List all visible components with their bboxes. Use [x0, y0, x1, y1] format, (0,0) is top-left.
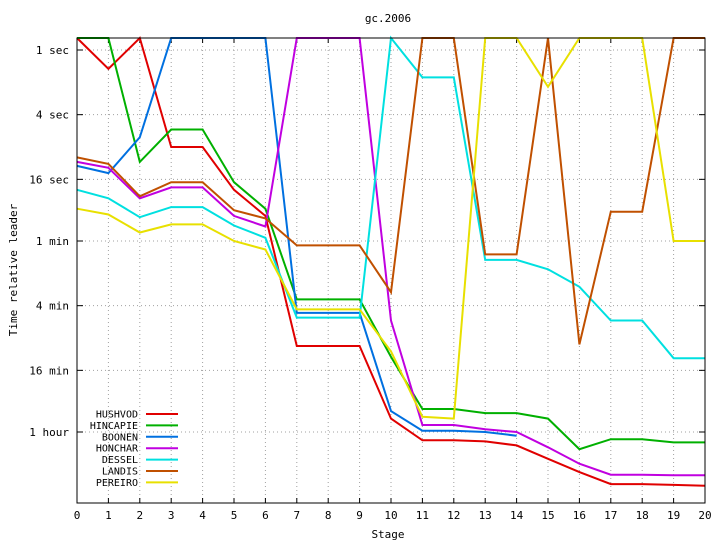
x-axis-label: Stage	[371, 528, 404, 541]
x-tick-label: 0	[74, 509, 81, 522]
x-tick-label: 13	[479, 509, 492, 522]
y-tick-label: 16 sec	[29, 173, 69, 186]
x-tick-label: 10	[384, 509, 397, 522]
legend: HUSHVODHINCAPIEBOONENHONCHARDESSELLANDIS…	[90, 410, 178, 489]
x-tick-label: 19	[667, 509, 680, 522]
y-tick-label: 4 min	[36, 300, 69, 313]
x-tick-labels: 0 1 2 3 4 5 6 7 8 9 10 11 12 13 14 15 16 17 18 19 20	[74, 509, 712, 522]
y-tick-labels: 1 sec 4 sec 16 sec 1 min 4 min 16 min 1 hour	[29, 44, 69, 439]
x-tick-label: 20	[698, 509, 711, 522]
legend-label: HUSHVOD	[96, 410, 138, 421]
x-tick-label: 4	[199, 509, 206, 522]
x-tick-label: 2	[136, 509, 143, 522]
chart-title: gc.2006	[365, 12, 411, 25]
legend-label: PEREIRO	[96, 478, 138, 489]
x-tick-label: 18	[636, 509, 649, 522]
x-tick-label: 17	[604, 509, 617, 522]
legend-label: HINCAPIE	[90, 421, 138, 432]
x-tick-label: 3	[168, 509, 175, 522]
x-tick-label: 5	[231, 509, 238, 522]
x-tick-label: 11	[416, 509, 429, 522]
series-line-hincapie	[77, 37, 705, 451]
x-tick-label: 12	[447, 509, 460, 522]
y-tick-label: 1 min	[36, 235, 69, 248]
legend-label: HONCHAR	[96, 444, 139, 455]
series-line-landis	[76, 37, 705, 345]
series-line-boonen	[76, 37, 517, 437]
grid-layer	[76, 38, 706, 503]
plot-frame	[76, 37, 706, 504]
x-tick-label: 6	[262, 509, 269, 522]
series-line-honchar	[76, 37, 705, 477]
series-line-hushvod	[76, 36, 706, 487]
x-tick-label: 9	[356, 509, 363, 522]
legend-label: LANDIS	[102, 467, 138, 478]
y-tick-label: 1 hour	[29, 426, 69, 439]
x-tick-label: 1	[105, 509, 112, 522]
x-tick-label: 7	[293, 509, 300, 522]
y-tick-label: 4 sec	[36, 109, 69, 122]
legend-label: DESSEL	[102, 455, 138, 466]
y-tick-label: 16 min	[29, 364, 69, 377]
y-axis-label: Time relative leader	[7, 203, 20, 336]
legend-label: BOONEN	[102, 432, 138, 443]
x-tick-label: 16	[573, 509, 586, 522]
y-tick-label: 1 sec	[36, 44, 69, 57]
x-tick-label: 15	[541, 509, 554, 522]
x-tick-label: 8	[325, 509, 332, 522]
x-tick-label: 14	[510, 509, 524, 522]
